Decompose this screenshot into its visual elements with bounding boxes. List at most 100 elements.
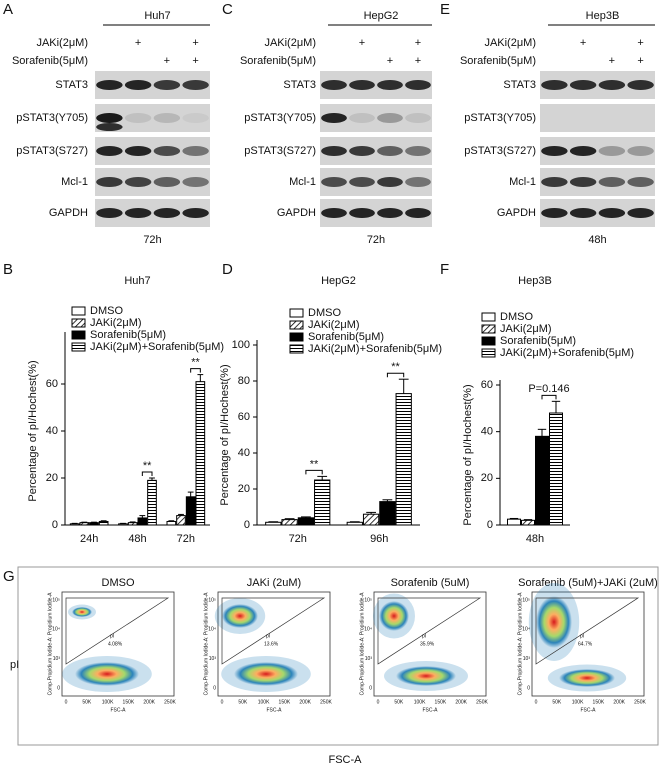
legend-label: Sorafenib(5μM)	[500, 335, 576, 347]
band	[321, 113, 347, 123]
bar	[535, 435, 549, 526]
treatment-label: JAKi(2μM)	[484, 37, 536, 49]
x-tick-label: 72h	[289, 533, 307, 545]
band	[321, 177, 347, 187]
bar	[195, 381, 206, 526]
treatment-mark: +	[164, 55, 170, 67]
y-axis-label: Percentage of pI/Hochest(%)	[462, 384, 474, 525]
x-tick-label: 24h	[80, 533, 98, 545]
flow-title: JAKi (2uM)	[247, 577, 301, 589]
treatment-mark: +	[609, 55, 615, 67]
legend-label: JAKi(2μM)+Sorafenib(5μM)	[90, 341, 224, 353]
band	[541, 177, 568, 187]
sig-label: **	[391, 361, 400, 373]
time-label: 72h	[143, 234, 161, 246]
treatment-label: Sorafenib(5μM)	[460, 55, 536, 67]
band	[124, 146, 152, 156]
protein-label: Mcl-1	[509, 176, 536, 188]
legend-label: JAKi(2μM)	[500, 323, 552, 335]
bar	[137, 517, 148, 526]
sig-bracket	[141, 471, 153, 476]
gate-percent: 4.08%	[108, 641, 123, 647]
y-axis-label: Percentage of pI/Hochest(%)	[27, 360, 39, 501]
band	[96, 146, 123, 156]
gate-label: pI	[110, 633, 114, 639]
chart-title: HepG2	[321, 275, 356, 287]
band	[627, 208, 654, 218]
x-tick-label: 0	[221, 699, 224, 705]
band	[321, 80, 347, 90]
x-tick-label: 250K	[476, 699, 488, 705]
y-tick-label: 10⁵	[52, 597, 60, 603]
panel-letter: D	[222, 261, 233, 278]
y-tick-label: 10⁴	[364, 627, 372, 633]
protein-label: pSTAT3(S727)	[464, 145, 536, 157]
gate-percent: 35.9%	[420, 641, 435, 647]
sig-bracket	[305, 469, 323, 475]
bar	[297, 517, 315, 526]
chart-title: Hep3B	[518, 275, 552, 287]
sig-label: P=0.146	[528, 383, 569, 395]
x-tick-label: 0	[377, 699, 380, 705]
band	[569, 80, 597, 90]
x-tick-label: 96h	[370, 533, 388, 545]
y-tick-label: 10⁴	[52, 627, 60, 633]
cell-line: Huh7	[144, 10, 170, 22]
y-tick-label: 20	[481, 472, 493, 484]
band	[377, 80, 403, 90]
y-tick-label: 10⁴	[522, 627, 530, 633]
y-tick-label: 10⁵	[364, 597, 372, 603]
legend-swatch	[289, 320, 304, 330]
y-tick-label: 40	[46, 425, 58, 437]
axis-y-label: Comp-Propidium Iodide-A: Propidium Iodid…	[203, 592, 209, 695]
bar	[265, 521, 282, 526]
legend-label: JAKi(2μM)+Sorafenib(5μM)	[308, 343, 442, 355]
protein-label: pSTAT3(S727)	[244, 145, 316, 157]
x-tick-label: 48h	[526, 533, 544, 545]
protein-label: STAT3	[55, 79, 88, 91]
y-axis-label: Percentage of pI/Hochest(%)	[219, 364, 231, 505]
band	[96, 113, 123, 123]
x-tick-label: 50K	[238, 699, 248, 705]
x-tick-label: 250K	[164, 699, 176, 705]
treatment-mark: +	[387, 55, 393, 67]
gate-percent: 64.7%	[578, 641, 593, 647]
band	[569, 146, 597, 156]
sig-label: **	[143, 460, 152, 472]
y-tick-label: 10³	[365, 656, 373, 662]
axis-y-label: Comp-Propidium Iodide-A: Propidium Iodid…	[359, 592, 365, 695]
x-tick-label: 48h	[128, 533, 146, 545]
density-cluster	[75, 662, 139, 686]
bar	[281, 519, 298, 526]
treatment-label: JAKi(2μM)	[264, 37, 316, 49]
panel-frame	[17, 566, 659, 746]
band	[598, 208, 626, 218]
y-tick-label: 0	[57, 685, 60, 691]
legend-swatch	[71, 306, 86, 316]
bar	[69, 523, 80, 526]
protein-label: Mcl-1	[61, 176, 88, 188]
y-tick-label: 10⁵	[522, 597, 530, 603]
y-tick-label: 10³	[53, 656, 61, 662]
bar	[127, 522, 138, 526]
y-tick-label: 0	[52, 519, 58, 531]
density-cluster	[559, 669, 615, 687]
bar	[98, 520, 109, 526]
protein-label: STAT3	[503, 79, 536, 91]
legend-swatch	[71, 342, 86, 352]
bar	[379, 501, 396, 526]
band	[349, 177, 375, 187]
x-tick-label: 72h	[177, 533, 195, 545]
y-tick-label: 0	[369, 685, 372, 691]
legend-swatch	[71, 318, 86, 328]
y-tick-label: 10⁵	[208, 597, 216, 603]
band	[541, 208, 568, 218]
y-tick-label: 0	[487, 519, 493, 531]
treatment-mark: +	[637, 55, 643, 67]
sig-bracket	[386, 372, 405, 378]
bar	[176, 515, 186, 526]
chart-title: Huh7	[124, 275, 150, 287]
x-tick-label: 150K	[123, 699, 135, 705]
